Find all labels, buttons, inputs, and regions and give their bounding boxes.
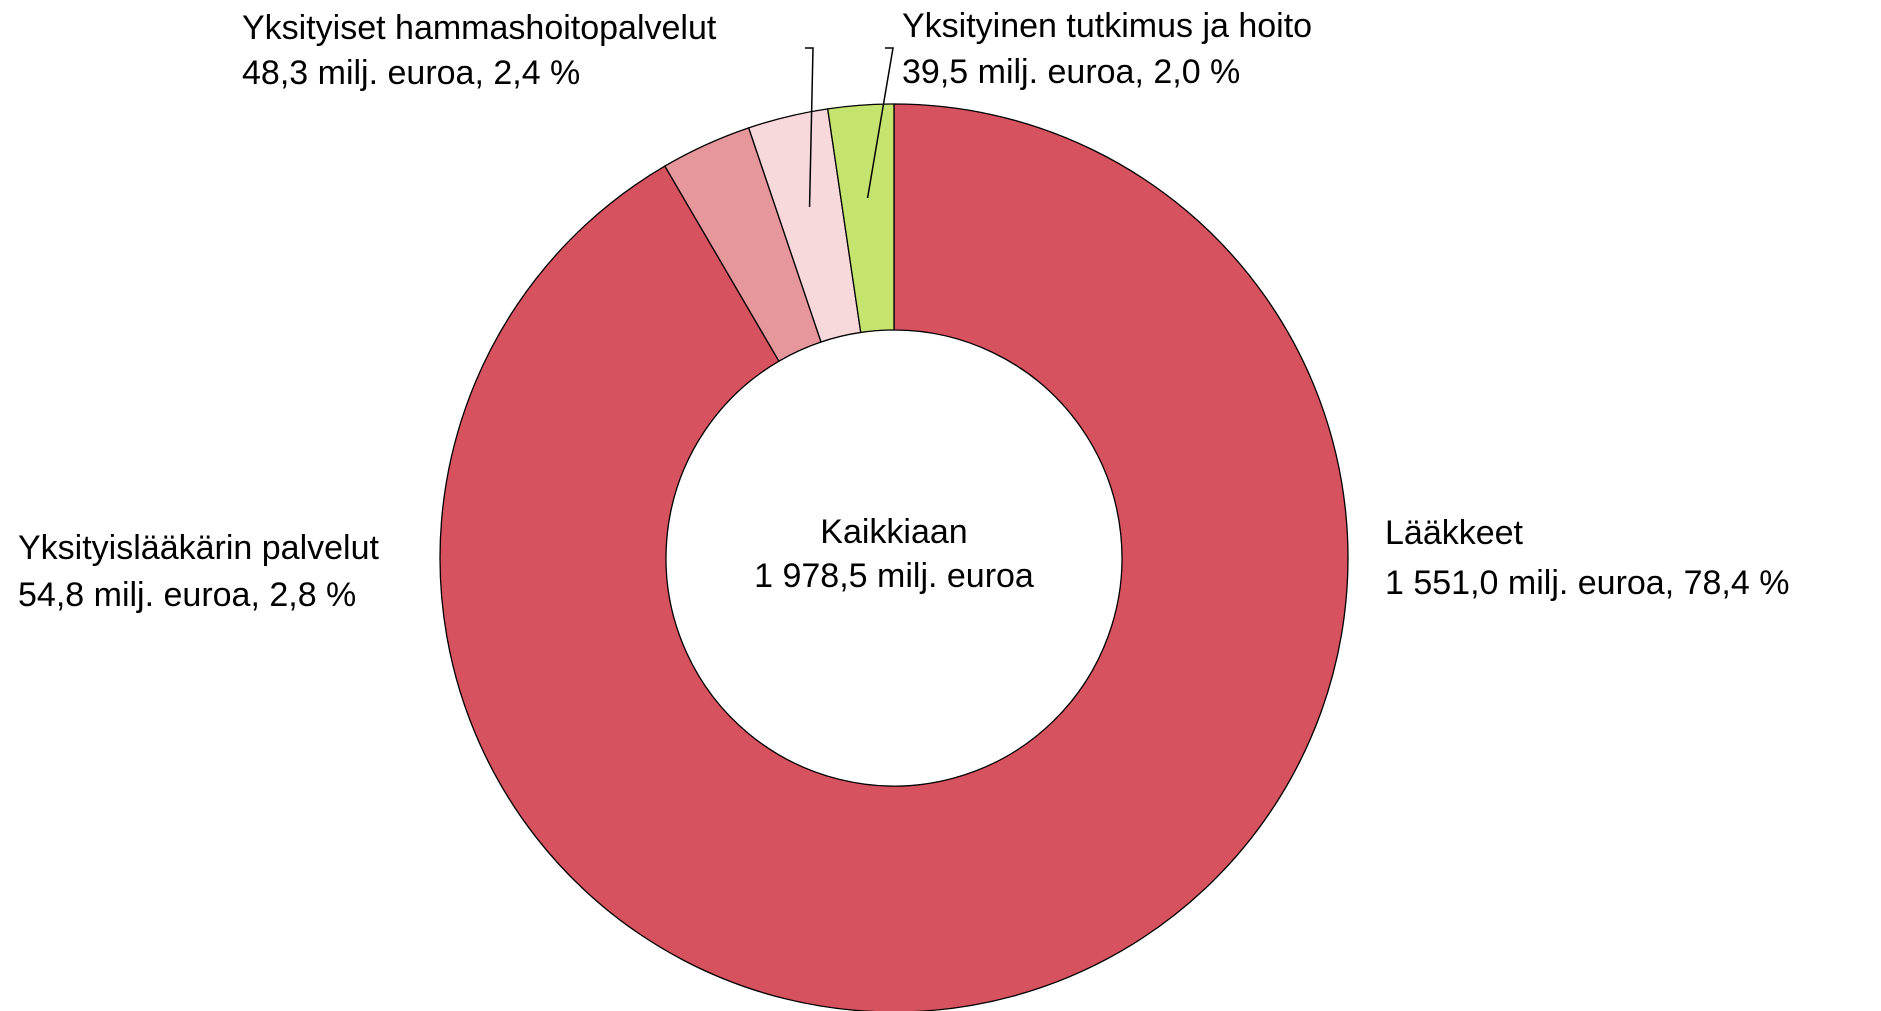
- leader-line: [805, 47, 814, 208]
- slice-value-label: 54,8 milj. euroa, 2,8 %: [18, 576, 356, 614]
- slice: [439, 103, 1349, 1011]
- slice-label: Yksityinen tutkimus ja hoito: [902, 7, 1312, 45]
- slice-value-label: 1 551,0 milj. euroa, 78,4 %: [1385, 564, 1789, 602]
- center-title: Kaikkiaan: [820, 513, 967, 551]
- slice-value-label: 39,5 milj. euroa, 2,0 %: [902, 53, 1240, 91]
- slice-label: Yksityislääkärin palvelut: [18, 529, 379, 567]
- center-total: 1 978,5 milj. euroa: [754, 557, 1034, 595]
- slice-label: Lääkkeet: [1385, 514, 1524, 552]
- slice: [826, 103, 895, 334]
- slice-value-label: 48,3 milj. euroa, 2,4 %: [242, 54, 580, 92]
- leader-line: [866, 47, 894, 199]
- slice-label: Yksityiset hammashoitopalvelut: [242, 9, 717, 47]
